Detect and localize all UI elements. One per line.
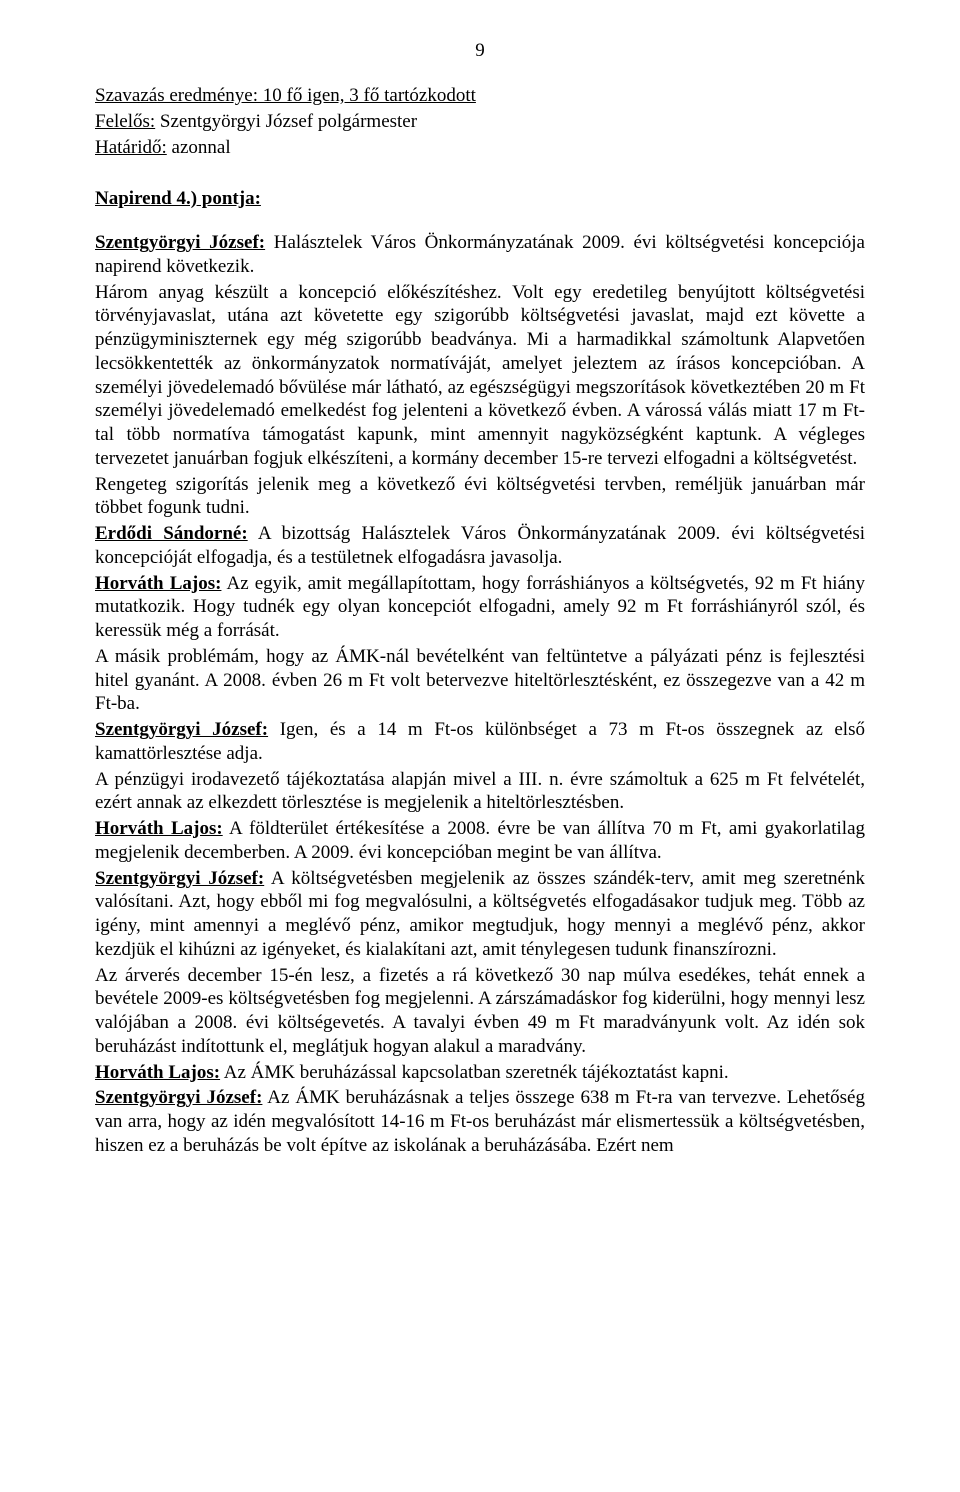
plain-paragraph-2: A pénzügyi irodavezető tájékoztatása ala… bbox=[95, 768, 865, 816]
block-szentgyorgyi-3: Szentgyörgyi József: A költségvetésben m… bbox=[95, 867, 865, 962]
block-szentgyorgyi-2: Szentgyörgyi József: Igen, és a 14 m Ft-… bbox=[95, 718, 865, 766]
vote-result: Szavazás eredménye: 10 fő igen, 3 fő tar… bbox=[95, 84, 865, 108]
page-number: 9 bbox=[95, 40, 865, 62]
speaker-szentgyorgyi-4: Szentgyörgyi József: bbox=[95, 1087, 262, 1108]
deadline-value: azonnal bbox=[167, 137, 231, 158]
speaker-szentgyorgyi: Szentgyörgyi József: bbox=[95, 232, 265, 253]
deadline-label: Határidő: bbox=[95, 137, 167, 158]
intro-paragraph: Szentgyörgyi József: Halásztelek Város Ö… bbox=[95, 231, 865, 279]
block-horvath-3: Horváth Lajos: Az ÁMK beruházással kapcs… bbox=[95, 1061, 865, 1085]
block-horvath-3-text: Az ÁMK beruházással kapcsolatban szeretn… bbox=[220, 1062, 729, 1083]
speaker-horvath-3: Horváth Lajos: bbox=[95, 1062, 220, 1083]
responsible-label: Felelős: bbox=[95, 111, 155, 132]
agenda-heading: Napirend 4.) pontja: bbox=[95, 187, 865, 211]
deadline-line: Határidő: azonnal bbox=[95, 136, 865, 160]
agenda-label: Napirend 4.) pontja: bbox=[95, 188, 261, 209]
block-horvath-1: Horváth Lajos: Az egyik, amit megállapít… bbox=[95, 572, 865, 643]
document-page: 9 Szavazás eredménye: 10 fő igen, 3 fő t… bbox=[0, 0, 960, 1492]
block-horvath-2: Horváth Lajos: A földterület értékesítés… bbox=[95, 817, 865, 865]
speaker-horvath: Horváth Lajos: bbox=[95, 573, 221, 594]
speaker-szentgyorgyi-2: Szentgyörgyi József: bbox=[95, 719, 268, 740]
responsible-line: Felelős: Szentgyörgyi József polgármeste… bbox=[95, 110, 865, 134]
block-szentgyorgyi-4: Szentgyörgyi József: Az ÁMK beruházásnak… bbox=[95, 1086, 865, 1157]
responsible-value: Szentgyörgyi József polgármester bbox=[155, 111, 417, 132]
plain-paragraph-1: A másik problémám, hogy az ÁMK-nál bevét… bbox=[95, 645, 865, 716]
block-erdodi: Erdődi Sándorné: A bizottság Halásztelek… bbox=[95, 522, 865, 570]
speaker-horvath-2: Horváth Lajos: bbox=[95, 818, 223, 839]
plain-paragraph-3: Az árverés december 15-én lesz, a fizeté… bbox=[95, 964, 865, 1059]
body-paragraph-2: Rengeteg szigorítás jelenik meg a követk… bbox=[95, 473, 865, 521]
speaker-erdodi: Erdődi Sándorné: bbox=[95, 523, 248, 544]
speaker-szentgyorgyi-3: Szentgyörgyi József: bbox=[95, 868, 264, 889]
body-paragraph-1: Három anyag készült a koncepció előkészí… bbox=[95, 281, 865, 471]
